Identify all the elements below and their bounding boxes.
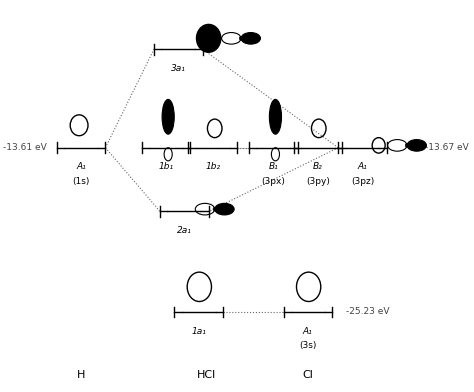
Text: A₁: A₁ xyxy=(357,162,367,171)
Ellipse shape xyxy=(239,36,243,40)
Text: -25.23 eV: -25.23 eV xyxy=(346,307,390,316)
Ellipse shape xyxy=(213,207,216,211)
Text: (3px): (3px) xyxy=(262,177,285,186)
Text: 1b₂: 1b₂ xyxy=(205,162,220,171)
Text: (1s): (1s) xyxy=(73,177,90,186)
Text: (3py): (3py) xyxy=(306,177,330,186)
Text: A₁: A₁ xyxy=(303,327,313,336)
Ellipse shape xyxy=(269,100,282,134)
Text: HCl: HCl xyxy=(197,370,216,379)
Text: A₁: A₁ xyxy=(76,162,86,171)
Text: (3s): (3s) xyxy=(299,341,317,350)
Text: -13.61 eV: -13.61 eV xyxy=(3,143,47,152)
Text: Cl: Cl xyxy=(302,370,313,379)
Ellipse shape xyxy=(162,100,174,134)
Ellipse shape xyxy=(197,24,221,52)
Text: -13.67 eV: -13.67 eV xyxy=(425,143,469,152)
Text: H: H xyxy=(77,370,85,379)
Ellipse shape xyxy=(215,203,234,215)
Text: B₂: B₂ xyxy=(313,162,323,171)
Text: 1b₁: 1b₁ xyxy=(159,162,173,171)
Text: (3pz): (3pz) xyxy=(351,177,374,186)
Text: 2a₁: 2a₁ xyxy=(177,226,192,235)
Text: 3a₁: 3a₁ xyxy=(171,64,186,73)
Ellipse shape xyxy=(405,143,409,147)
Text: B₁: B₁ xyxy=(269,162,278,171)
Text: 1a₁: 1a₁ xyxy=(191,327,206,336)
Ellipse shape xyxy=(241,33,260,44)
Ellipse shape xyxy=(407,140,427,151)
